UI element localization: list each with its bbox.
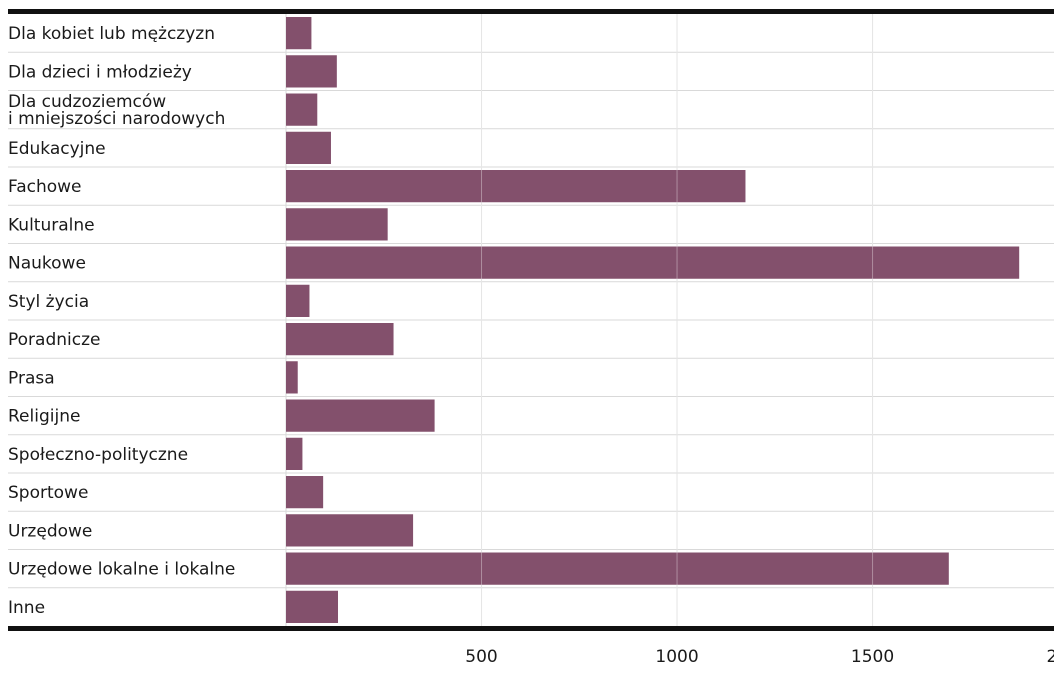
bar [286, 476, 324, 509]
category-label: Kulturalne [8, 215, 95, 235]
bar [286, 208, 388, 241]
bar [286, 17, 312, 50]
category-label: Dla kobiet lub mężczyzn [8, 24, 215, 44]
bar [286, 246, 1020, 279]
category-label: Urzędowe [8, 521, 92, 541]
bar [286, 323, 394, 356]
bar [286, 170, 746, 203]
category-label: Urzędowe lokalne i lokalne [8, 560, 235, 580]
x-tick-label: 1000 [655, 647, 698, 667]
bar [286, 590, 339, 623]
category-label: Edukacyjne [8, 139, 106, 159]
category-label: Prasa [8, 368, 55, 388]
bar [286, 93, 318, 126]
bottom-axis-line [8, 626, 1054, 631]
bar [286, 131, 331, 164]
category-label: Poradnicze [8, 330, 100, 350]
category-label: Dla cudzoziemców i mniejszości narodowych [8, 92, 225, 129]
category-label: Fachowe [8, 177, 82, 197]
category-label: Religijne [8, 407, 80, 427]
category-label: Styl życia [8, 292, 89, 312]
bars [286, 17, 1020, 623]
bar [286, 552, 949, 585]
bar [286, 284, 310, 317]
x-tick-label: 1500 [851, 647, 894, 667]
category-label: Dla dzieci i młodzieży [8, 62, 192, 82]
bar [286, 437, 303, 470]
row-separators [8, 51, 1054, 589]
x-tick-label: 500 [465, 647, 497, 667]
x-tick-labels: 500 1000 1500 2000 [465, 647, 1054, 667]
bar [286, 55, 337, 88]
x-tick-label: 2000 [1046, 647, 1054, 667]
category-label: Sportowe [8, 483, 88, 503]
category-label: Społeczno-polityczne [8, 445, 188, 465]
category-label: Naukowe [8, 254, 86, 274]
top-axis-line [8, 9, 1054, 14]
bar [286, 514, 414, 547]
bar [286, 361, 298, 394]
category-labels: Dla kobiet lub mężczyzn Dla dzieci i młod… [8, 24, 235, 618]
bar [286, 399, 435, 432]
category-label: Inne [8, 598, 45, 618]
